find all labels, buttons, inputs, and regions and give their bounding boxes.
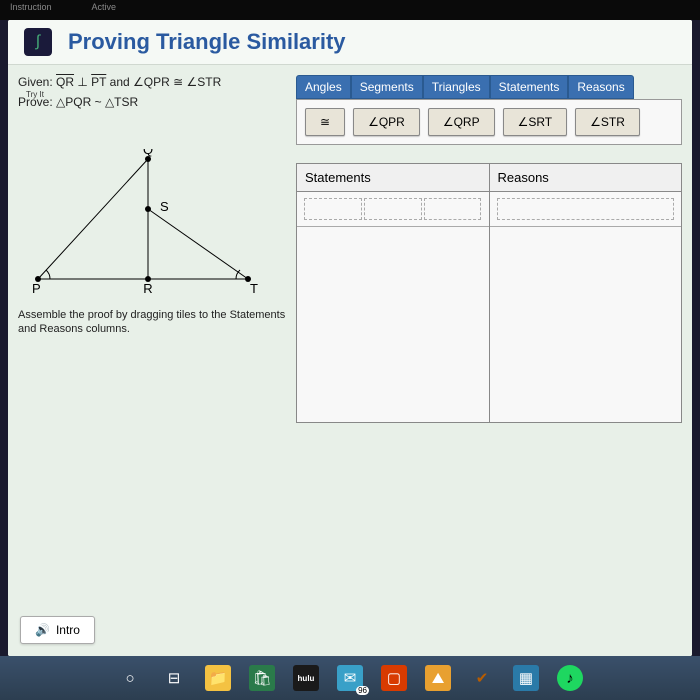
triangle-diagram: Q S P R T <box>18 149 288 304</box>
tab-triangles[interactable]: Triangles <box>423 75 490 99</box>
spotify-icon[interactable]: ♪ <box>557 665 583 691</box>
label-R: R <box>143 281 152 296</box>
mail-badge: 96 <box>356 686 369 695</box>
given-seg1: QR <box>56 75 74 89</box>
window-topbar: Instruction Active <box>0 0 700 20</box>
right-panel: Angles Segments Triangles Statements Rea… <box>296 75 682 594</box>
tile-qpr[interactable]: ∠QPR <box>353 108 420 136</box>
given-seg2: PT <box>91 75 106 89</box>
page-title: Proving Triangle Similarity <box>68 29 346 55</box>
tryit-icon[interactable]: ∫ <box>24 28 52 56</box>
speaker-icon: 🔊 <box>35 623 50 637</box>
explorer-icon[interactable]: 📁 <box>205 665 231 691</box>
label-Q: Q <box>143 149 153 157</box>
label-S: S <box>160 199 169 214</box>
label-T: T <box>250 281 258 296</box>
photos-icon[interactable]: ⛰ <box>425 665 451 691</box>
reasons-header: Reasons <box>490 164 682 192</box>
given-perp: ⊥ <box>77 75 87 89</box>
tile-tray: ≅ ∠QPR ∠QRP ∠SRT ∠STR <box>296 99 682 145</box>
left-panel: Given: QR ⊥ PT and ∠QPR ≅ ∠STR Prove: △P… <box>18 75 288 594</box>
tab-statements[interactable]: Statements <box>490 75 569 99</box>
app-page: ∫ Try It Proving Triangle Similarity Giv… <box>8 20 692 656</box>
page-body: Given: QR ⊥ PT and ∠QPR ≅ ∠STR Prove: △P… <box>8 65 692 604</box>
page-footer: 🔊 Intro <box>8 604 692 656</box>
prove-text: △PQR ~ △TSR <box>56 95 138 109</box>
cortana-icon[interactable]: ○ <box>117 665 143 691</box>
given-line: Given: QR ⊥ PT and ∠QPR ≅ ∠STR <box>18 75 288 89</box>
given-angles: ∠QPR ≅ ∠STR <box>133 75 221 89</box>
label-P: P <box>32 281 41 296</box>
hint-text: Assemble the proof by dragging tiles to … <box>18 308 288 337</box>
statement-slot[interactable] <box>424 198 482 220</box>
hulu-icon[interactable]: hulu <box>293 665 319 691</box>
statement-row[interactable] <box>297 192 489 227</box>
windows-taskbar: ○ ⊟ 📁 🛍 hulu ✉96 ▢ ⛰ ✔ ▦ ♪ <box>0 656 700 700</box>
mail-icon[interactable]: ✉96 <box>337 665 363 691</box>
topbar-left: Instruction <box>10 2 52 18</box>
given-label: Given: <box>18 75 53 89</box>
tryit-label: Try It <box>26 90 44 99</box>
app-icon[interactable]: ▦ <box>513 665 539 691</box>
tile-srt[interactable]: ∠SRT <box>503 108 568 136</box>
reasons-column: Reasons <box>489 164 682 422</box>
tab-segments[interactable]: Segments <box>351 75 423 99</box>
given-and: and <box>110 75 130 89</box>
store-icon[interactable]: 🛍 <box>249 665 275 691</box>
proof-table: Statements Reasons <box>296 163 682 423</box>
intro-button[interactable]: 🔊 Intro <box>20 616 95 644</box>
tile-str[interactable]: ∠STR <box>575 108 640 136</box>
category-tabs: Angles Segments Triangles Statements Rea… <box>296 75 682 99</box>
tile-qrp[interactable]: ∠QRP <box>428 108 495 136</box>
todo-icon[interactable]: ✔ <box>469 665 495 691</box>
reason-slot[interactable] <box>497 198 675 220</box>
intro-label: Intro <box>56 623 80 637</box>
taskview-icon[interactable]: ⊟ <box>161 665 187 691</box>
tab-reasons[interactable]: Reasons <box>568 75 633 99</box>
tile-congruent[interactable]: ≅ <box>305 108 345 136</box>
statement-slot[interactable] <box>304 198 362 220</box>
prove-line: Prove: △PQR ~ △TSR <box>18 95 288 109</box>
page-header: ∫ Try It Proving Triangle Similarity <box>8 20 692 65</box>
topbar-right: Active <box>92 2 117 18</box>
office-icon[interactable]: ▢ <box>381 665 407 691</box>
statement-slot[interactable] <box>364 198 422 220</box>
reason-row[interactable] <box>490 192 682 227</box>
statements-header: Statements <box>297 164 489 192</box>
tab-angles[interactable]: Angles <box>296 75 351 99</box>
statements-column: Statements <box>297 164 489 422</box>
